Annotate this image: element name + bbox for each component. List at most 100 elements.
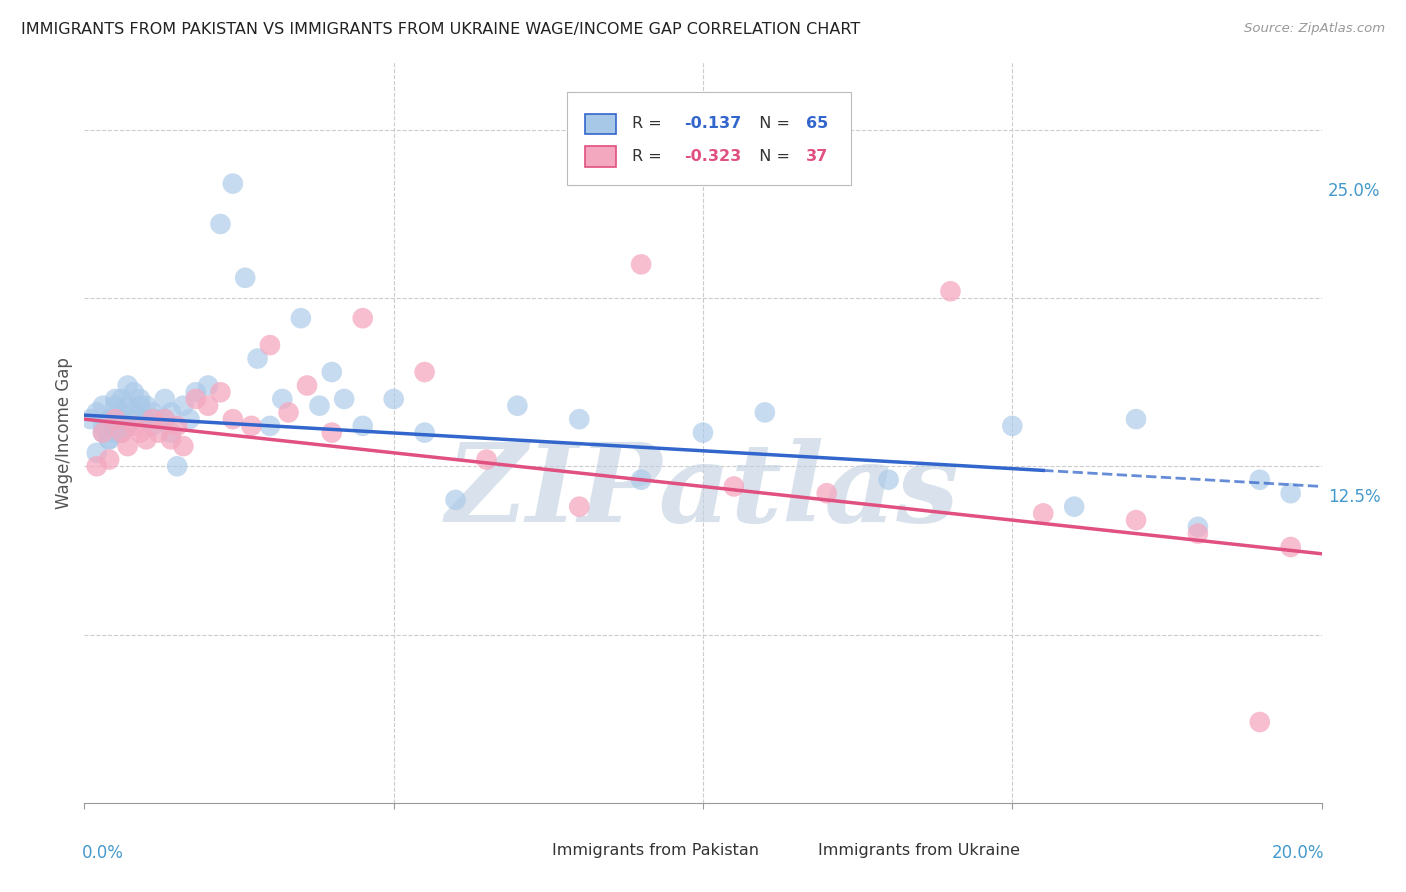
Point [104, 392, 127, 406]
Point [444, 492, 467, 507]
Point [259, 338, 281, 352]
Point [166, 418, 188, 433]
Point [104, 399, 127, 413]
Text: -0.137: -0.137 [685, 116, 742, 131]
Point [86, 405, 108, 419]
Point [104, 418, 127, 433]
Point [240, 418, 263, 433]
Point [184, 385, 207, 400]
Point [122, 418, 145, 433]
FancyBboxPatch shape [585, 113, 616, 135]
Point [352, 418, 374, 433]
Point [98, 433, 121, 447]
Point [104, 412, 127, 426]
Point [135, 412, 157, 426]
Point [1279, 540, 1302, 554]
Point [122, 405, 145, 419]
Text: N =: N = [749, 149, 794, 164]
Point [197, 378, 219, 392]
Point [98, 412, 121, 426]
Point [141, 405, 163, 419]
Point [110, 425, 132, 440]
Point [209, 385, 232, 400]
Text: R =: R = [633, 149, 668, 164]
Point [222, 412, 245, 426]
Point [197, 399, 219, 413]
Text: ZIPatlas: ZIPatlas [446, 438, 960, 546]
Point [172, 439, 194, 453]
Point [1187, 526, 1209, 541]
Point [630, 473, 652, 487]
Point [91, 425, 114, 440]
Point [160, 405, 183, 419]
Text: Immigrants from Pakistan: Immigrants from Pakistan [553, 844, 759, 858]
Y-axis label: Wage/Income Gap: Wage/Income Gap [55, 357, 73, 508]
Point [98, 433, 121, 447]
Point [153, 412, 176, 426]
Point [308, 399, 330, 413]
Point [110, 412, 132, 426]
Point [1125, 513, 1147, 527]
Point [129, 425, 152, 440]
Point [1187, 520, 1209, 534]
FancyBboxPatch shape [567, 92, 852, 185]
Point [723, 479, 745, 493]
Text: 0.0%: 0.0% [82, 844, 124, 862]
Text: R =: R = [633, 116, 668, 131]
Point [110, 425, 132, 440]
Point [122, 385, 145, 400]
Point [104, 425, 127, 440]
Point [506, 399, 529, 413]
Point [209, 217, 232, 231]
Point [877, 473, 900, 487]
Text: 25.0%: 25.0% [1327, 182, 1381, 200]
Point [160, 433, 183, 447]
Point [117, 418, 139, 433]
Point [222, 177, 245, 191]
Point [91, 425, 114, 440]
Point [98, 452, 121, 467]
Point [233, 270, 256, 285]
Point [630, 257, 652, 271]
Point [122, 412, 145, 426]
FancyBboxPatch shape [770, 841, 801, 862]
Point [259, 418, 281, 433]
Point [939, 285, 962, 299]
Point [141, 412, 163, 426]
Point [1063, 500, 1085, 514]
Point [568, 412, 591, 426]
Point [153, 392, 176, 406]
Point [141, 418, 163, 433]
Point [321, 425, 343, 440]
Point [153, 412, 176, 426]
Point [110, 392, 132, 406]
Point [1279, 486, 1302, 500]
Point [246, 351, 269, 366]
Point [1032, 507, 1054, 521]
Point [382, 392, 405, 406]
Point [135, 433, 157, 447]
Text: 37: 37 [806, 149, 828, 164]
Point [160, 425, 183, 440]
Point [321, 365, 343, 379]
Point [166, 459, 188, 474]
Point [179, 412, 201, 426]
Point [148, 425, 170, 440]
Point [117, 399, 139, 413]
Point [184, 392, 207, 406]
Point [475, 452, 498, 467]
Text: Source: ZipAtlas.com: Source: ZipAtlas.com [1244, 22, 1385, 36]
Point [413, 425, 436, 440]
Point [91, 399, 114, 413]
Text: Immigrants from Ukraine: Immigrants from Ukraine [818, 844, 1021, 858]
Point [1001, 418, 1024, 433]
Point [692, 425, 714, 440]
Text: 20.0%: 20.0% [1271, 844, 1324, 862]
Text: N =: N = [749, 116, 794, 131]
Point [86, 459, 108, 474]
Point [352, 311, 374, 326]
Point [129, 399, 152, 413]
Point [86, 446, 108, 460]
Point [271, 392, 294, 406]
Point [117, 378, 139, 392]
